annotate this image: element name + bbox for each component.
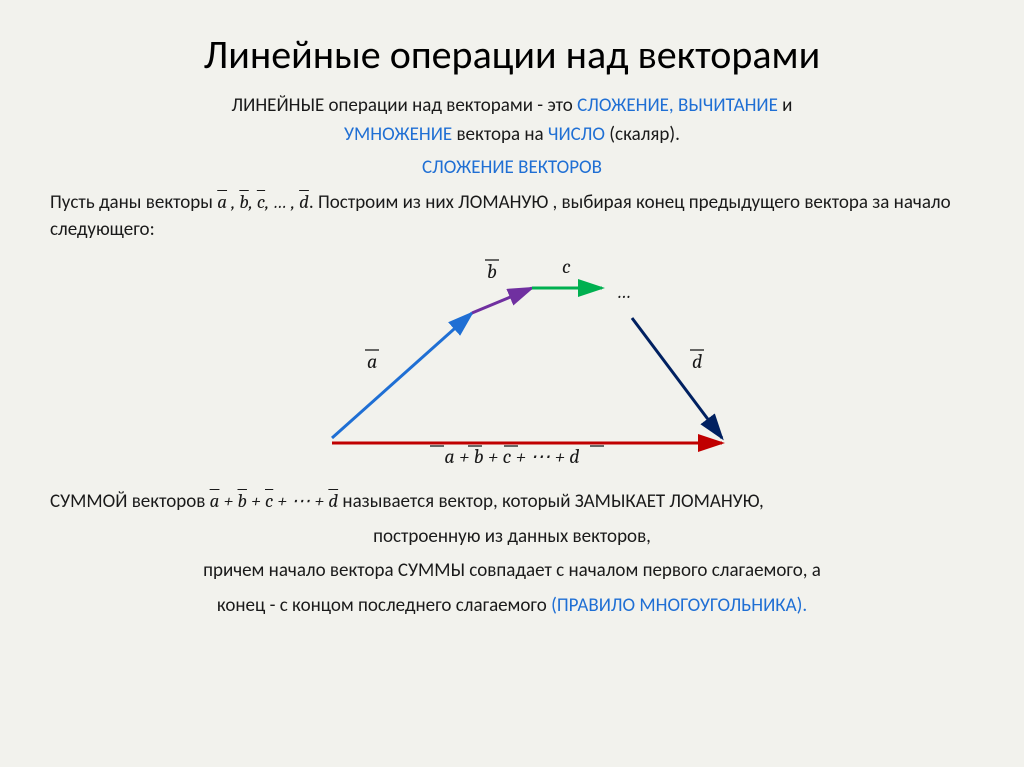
vector-diagram: a b c d … a + b + c + ⋯ + d [232, 258, 792, 478]
vector-label-c: c [562, 258, 571, 278]
sum-formula-diagram: a + b + c + ⋯ + d [444, 445, 579, 468]
intro-highlight-2: УМНОЖЕНИЕ [344, 123, 452, 146]
vector-d [632, 318, 722, 438]
vector-label-dots: … [617, 280, 631, 303]
p5-text: конец - с концом последнего слагаемого [217, 594, 551, 617]
intro-text: ЛИНЕЙНЫЕ операции над векторами - это [232, 94, 578, 117]
section-title: СЛОЖЕНИЕ ВЕКТОРОВ [50, 156, 974, 179]
p2-post: называется вектор, который ЗАМЫКАЕТ ЛОМА… [338, 490, 764, 513]
vector-label-a: a [367, 350, 377, 373]
paragraph-3: построенную из данных векторов, [50, 524, 974, 551]
intro-text: и [778, 94, 793, 117]
paragraph-5: конец - с концом последнего слагаемого (… [50, 593, 974, 620]
intro-highlight-1: СЛОЖЕНИЕ, ВЫЧИТАНИЕ [577, 94, 778, 117]
intro-line-2: УМНОЖЕНИЕ вектора на ЧИСЛО (скаляр). [50, 123, 974, 146]
page-title: Линейные операции над векторами [50, 30, 974, 79]
p5-highlight: (ПРАВИЛО МНОГОУГОЛЬНИКА). [551, 594, 807, 617]
intro-highlight-3: ЧИСЛО [548, 123, 605, 146]
intro-line-1: ЛИНЕЙНЫЕ операции над векторами - это СЛ… [50, 94, 974, 117]
vector-a [332, 313, 472, 438]
vector-label-b: b [487, 260, 497, 283]
vector-list-inline: a , b, c, … , d [217, 191, 309, 213]
paragraph-2: СУММОЙ векторов a + b + c + ⋯ + d называ… [50, 488, 974, 516]
vector-label-d: d [692, 350, 702, 373]
sum-formula-inline: a + b + c + ⋯ + d [210, 490, 338, 512]
p1-pre: Пусть даны векторы [50, 191, 217, 214]
intro-text: (скаляр). [605, 123, 680, 146]
vector-b [472, 288, 532, 313]
paragraph-4: причем начало вектора СУММЫ совпадает с … [50, 558, 974, 585]
paragraph-1: Пусть даны векторы a , b, c, … , d. Пост… [50, 189, 974, 243]
p2-pre: СУММОЙ векторов [50, 490, 210, 513]
intro-text: вектора на [452, 123, 548, 146]
